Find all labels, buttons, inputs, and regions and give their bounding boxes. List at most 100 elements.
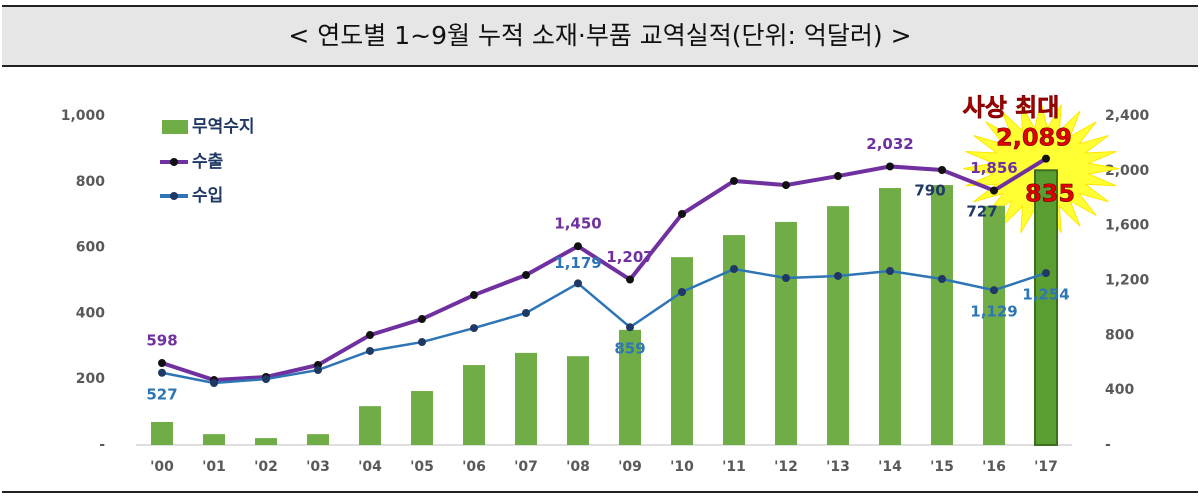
bar: [359, 406, 381, 445]
y-tick-label: 200: [76, 371, 105, 387]
bar-label: 790: [914, 182, 945, 200]
bar: [619, 329, 641, 445]
y-tick-label: 1,000: [61, 108, 106, 124]
line-marker: [210, 379, 218, 388]
y-tick-label: 800: [76, 174, 105, 190]
title-box: [2, 6, 1198, 66]
line-marker: [470, 291, 478, 300]
y-tick-label: -: [99, 437, 105, 453]
bar: [931, 185, 953, 445]
y2-tick-label: 400: [1105, 382, 1134, 398]
y2-tick-label: -: [1105, 437, 1111, 453]
bar-label: 835: [1025, 179, 1075, 207]
bar: [775, 221, 797, 445]
line-marker: [1042, 269, 1050, 278]
point-label: 859: [614, 340, 645, 358]
point-label: 1,450: [554, 215, 601, 233]
line-marker: [990, 286, 998, 295]
line-marker: [626, 323, 634, 332]
x-tick-label: '01: [202, 459, 226, 475]
x-tick-label: '15: [930, 459, 954, 475]
y2-tick-label: 2,400: [1105, 108, 1150, 124]
starburst: [962, 102, 1120, 236]
annotation: 사상 최대: [963, 94, 1060, 122]
bar: [983, 205, 1005, 445]
line-marker: [1042, 154, 1050, 163]
bar: [567, 356, 589, 445]
bar: [723, 235, 745, 445]
line-marker: [418, 315, 426, 324]
legend-swatch: [162, 120, 188, 134]
bar: [879, 188, 901, 445]
line-marker: [158, 368, 166, 377]
x-tick-label: '11: [722, 459, 746, 475]
y2-tick-label: 800: [1105, 327, 1134, 343]
bar-label: 727: [966, 202, 997, 220]
line-marker: [834, 271, 842, 280]
point-label: 1,129: [970, 303, 1017, 321]
x-tick-label: '10: [670, 459, 694, 475]
bar: [203, 434, 225, 445]
line-marker: [782, 181, 790, 190]
line-marker: [938, 274, 946, 283]
bar: [463, 365, 485, 445]
bar: [827, 206, 849, 445]
point-label: 1,856: [970, 159, 1017, 177]
x-tick-label: '09: [618, 459, 642, 475]
line-marker: [626, 275, 634, 284]
bar: [515, 352, 537, 445]
line-marker: [574, 279, 582, 288]
y2-tick-label: 2,000: [1105, 163, 1150, 179]
line-marker: [314, 366, 322, 375]
x-tick-label: '06: [462, 459, 486, 475]
y-tick-label: 600: [76, 240, 105, 256]
bar: [255, 438, 277, 445]
x-tick-label: '03: [306, 459, 330, 475]
x-tick-label: '12: [774, 459, 798, 475]
x-tick-label: '08: [566, 459, 590, 475]
line-marker: [990, 186, 998, 195]
bar: [307, 434, 329, 445]
point-label: 598: [146, 332, 177, 350]
x-tick-label: '07: [514, 459, 538, 475]
series-line: [161, 156, 1048, 383]
legend-label: 수출: [192, 152, 224, 172]
line-marker: [938, 166, 946, 175]
line-marker: [730, 176, 738, 185]
x-tick-label: '05: [410, 459, 434, 475]
point-label: 2,089: [996, 124, 1072, 152]
bar: [411, 391, 433, 445]
legend-label: 무역수지: [192, 117, 255, 137]
legend-label: 수입: [192, 186, 223, 206]
line-marker: [886, 162, 894, 171]
x-tick-label: '02: [254, 459, 278, 475]
bar: [151, 421, 173, 445]
series-line: [161, 267, 1047, 385]
line-marker: [834, 172, 842, 181]
y2-tick-label: 1,600: [1105, 218, 1150, 234]
legend-marker: [170, 158, 178, 166]
point-label: 1,179: [554, 254, 601, 272]
x-tick-label: '13: [826, 459, 850, 475]
bar: [1034, 169, 1058, 446]
bar: [671, 257, 693, 445]
y-tick-label: 400: [76, 305, 105, 321]
line-marker: [158, 359, 166, 368]
x-tick-label: '04: [358, 459, 382, 475]
line-marker: [418, 338, 426, 347]
x-tick-label: '16: [982, 459, 1006, 475]
line-marker: [522, 308, 530, 317]
line-marker: [574, 242, 582, 251]
line-marker: [522, 271, 530, 280]
legend-marker: [170, 192, 178, 200]
point-label: 1,254: [1022, 286, 1069, 304]
x-tick-label: '00: [150, 459, 174, 475]
line-marker: [262, 375, 270, 384]
line-marker: [470, 324, 478, 333]
line-marker: [366, 331, 374, 340]
line-marker: [886, 267, 894, 276]
point-label: 527: [146, 385, 177, 403]
x-tick-label: '14: [878, 459, 902, 475]
point-label: 2,032: [866, 135, 913, 153]
